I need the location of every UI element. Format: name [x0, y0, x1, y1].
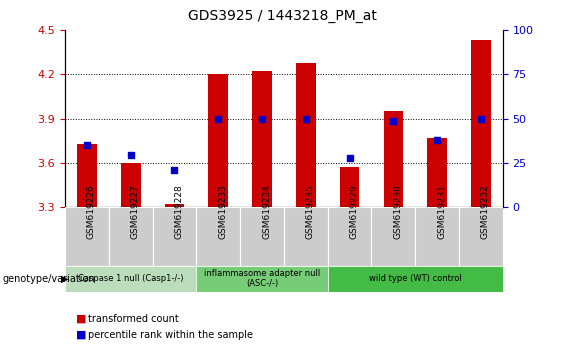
- Point: [301, 116, 310, 121]
- Text: wild type (WT) control: wild type (WT) control: [369, 274, 462, 283]
- Bar: [197, 266, 328, 292]
- Bar: [240, 207, 284, 266]
- Text: ▶: ▶: [61, 274, 68, 284]
- Text: GSM619227: GSM619227: [131, 184, 140, 239]
- Bar: [77, 144, 97, 207]
- Bar: [427, 138, 447, 207]
- Text: percentile rank within the sample: percentile rank within the sample: [88, 330, 253, 339]
- Text: GSM619229: GSM619229: [350, 184, 359, 239]
- Bar: [164, 204, 184, 207]
- Bar: [372, 207, 415, 266]
- Bar: [328, 207, 372, 266]
- Bar: [65, 207, 109, 266]
- Text: GSM619226: GSM619226: [87, 184, 96, 239]
- Point: [214, 116, 223, 122]
- Text: GSM619232: GSM619232: [481, 184, 490, 239]
- Text: genotype/variation: genotype/variation: [3, 274, 95, 284]
- Text: GSM619234: GSM619234: [262, 184, 271, 239]
- Point: [170, 167, 179, 173]
- Text: GSM619231: GSM619231: [437, 184, 446, 239]
- Text: Caspase 1 null (Casp1-/-): Caspase 1 null (Casp1-/-): [78, 274, 184, 283]
- Point: [345, 156, 354, 161]
- Point: [258, 116, 267, 122]
- Bar: [471, 40, 491, 207]
- Bar: [384, 111, 403, 207]
- Point: [433, 137, 442, 143]
- Text: GSM619230: GSM619230: [393, 184, 402, 239]
- Bar: [65, 266, 197, 292]
- Bar: [284, 207, 328, 266]
- Bar: [296, 63, 316, 207]
- Text: inflammasome adapter null
(ASC-/-): inflammasome adapter null (ASC-/-): [204, 269, 320, 289]
- Text: ■: ■: [76, 330, 87, 339]
- Bar: [208, 74, 228, 207]
- Point: [82, 142, 92, 148]
- Point: [126, 153, 135, 158]
- Text: GSM619235: GSM619235: [306, 184, 315, 239]
- Bar: [252, 72, 272, 207]
- Point: [476, 116, 485, 121]
- Text: GSM619233: GSM619233: [218, 184, 227, 239]
- Bar: [197, 207, 240, 266]
- Text: GSM619228: GSM619228: [175, 184, 184, 239]
- Point: [389, 118, 398, 124]
- Bar: [340, 167, 359, 207]
- Bar: [108, 207, 153, 266]
- Bar: [153, 207, 197, 266]
- Bar: [121, 163, 141, 207]
- Bar: [328, 266, 503, 292]
- Bar: [415, 207, 459, 266]
- Text: transformed count: transformed count: [88, 314, 179, 324]
- Text: GDS3925 / 1443218_PM_at: GDS3925 / 1443218_PM_at: [188, 9, 377, 23]
- Bar: [459, 207, 503, 266]
- Text: ■: ■: [76, 314, 87, 324]
